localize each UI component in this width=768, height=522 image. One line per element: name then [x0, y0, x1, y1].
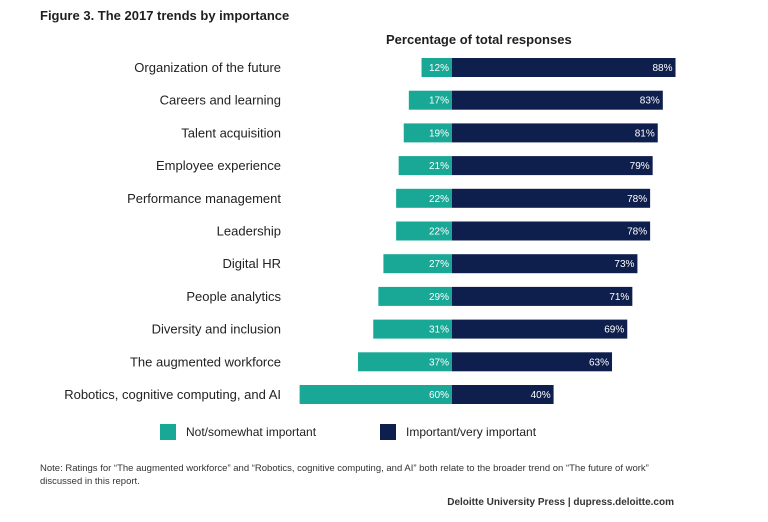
- bar-important: [452, 254, 638, 274]
- bar-important: [452, 188, 651, 208]
- data-label-not-important: 12%: [429, 63, 449, 74]
- category-label: Careers and learning: [160, 93, 281, 108]
- category-label: Digital HR: [222, 256, 281, 271]
- bar-not-important: [299, 385, 452, 404]
- legend-item-important: Important/very important: [380, 424, 536, 440]
- bar-not-important: [383, 254, 452, 274]
- chart-title: Percentage of total responses: [386, 32, 572, 47]
- data-label-not-important: 22%: [429, 194, 449, 205]
- bar-important: [452, 385, 554, 404]
- data-label-important: 78%: [627, 227, 647, 238]
- bar-important: [452, 123, 658, 143]
- category-label: Diversity and inclusion: [152, 322, 281, 337]
- data-label-important: 63%: [589, 357, 609, 368]
- source-credit: Deloitte University Press | dupress.delo…: [447, 497, 674, 508]
- bar-not-important: [421, 58, 452, 77]
- bar-important: [452, 286, 633, 306]
- category-label: Organization of the future: [134, 60, 281, 75]
- legend-swatch-not-important: [160, 424, 176, 440]
- category-label: People analytics: [186, 289, 281, 304]
- category-label: Robotics, cognitive computing, and AI: [64, 387, 281, 402]
- chart-legend: Not/somewhat important Important/very im…: [0, 424, 768, 444]
- footnote: Note: Ratings for “The augmented workfor…: [40, 463, 649, 487]
- legend-swatch-important: [380, 424, 396, 440]
- category-label: Employee experience: [156, 158, 281, 173]
- bar-not-important: [378, 286, 452, 306]
- legend-label-not-important: Not/somewhat important: [186, 425, 317, 439]
- bar-not-important: [396, 188, 452, 208]
- bar-not-important: [408, 90, 452, 110]
- legend-label-important: Important/very important: [406, 425, 537, 439]
- bar-not-important: [398, 156, 452, 176]
- bar-important: [452, 156, 653, 176]
- data-label-not-important: 17%: [429, 96, 449, 107]
- bar-important: [452, 319, 628, 339]
- data-label-important: 88%: [653, 63, 673, 74]
- bar-not-important: [403, 123, 452, 143]
- diverging-bar-chart: Organization of the future 12% 88% Careers …: [64, 58, 676, 404]
- data-label-important: 83%: [640, 96, 660, 107]
- data-label-not-important: 27%: [429, 259, 449, 270]
- data-label-important: 81%: [635, 128, 655, 139]
- data-label-not-important: 31%: [429, 325, 449, 336]
- bar-important: [452, 90, 663, 110]
- category-label: Talent acquisition: [181, 125, 281, 140]
- data-label-not-important: 19%: [429, 128, 449, 139]
- data-label-important: 79%: [630, 161, 650, 172]
- category-label: The augmented workforce: [130, 354, 281, 369]
- bar-important: [452, 352, 613, 372]
- bar-not-important: [358, 352, 452, 372]
- data-label-important: 69%: [604, 325, 624, 336]
- data-label-important: 40%: [531, 390, 551, 401]
- bar-not-important: [373, 319, 452, 339]
- figure-title: Figure 3. The 2017 trends by importance: [40, 8, 290, 23]
- data-label-important: 73%: [614, 259, 634, 270]
- data-label-not-important: 29%: [429, 292, 449, 303]
- category-label: Leadership: [217, 224, 281, 239]
- data-label-not-important: 60%: [429, 390, 449, 401]
- data-label-not-important: 37%: [429, 357, 449, 368]
- category-label: Performance management: [127, 191, 281, 206]
- bar-important: [452, 221, 651, 241]
- data-label-important: 78%: [627, 194, 647, 205]
- legend-item-not-important: Not/somewhat important: [160, 424, 316, 440]
- data-label-not-important: 21%: [429, 161, 449, 172]
- data-label-important: 71%: [609, 292, 629, 303]
- data-label-not-important: 22%: [429, 227, 449, 238]
- bar-not-important: [396, 221, 452, 241]
- bar-important: [452, 58, 676, 77]
